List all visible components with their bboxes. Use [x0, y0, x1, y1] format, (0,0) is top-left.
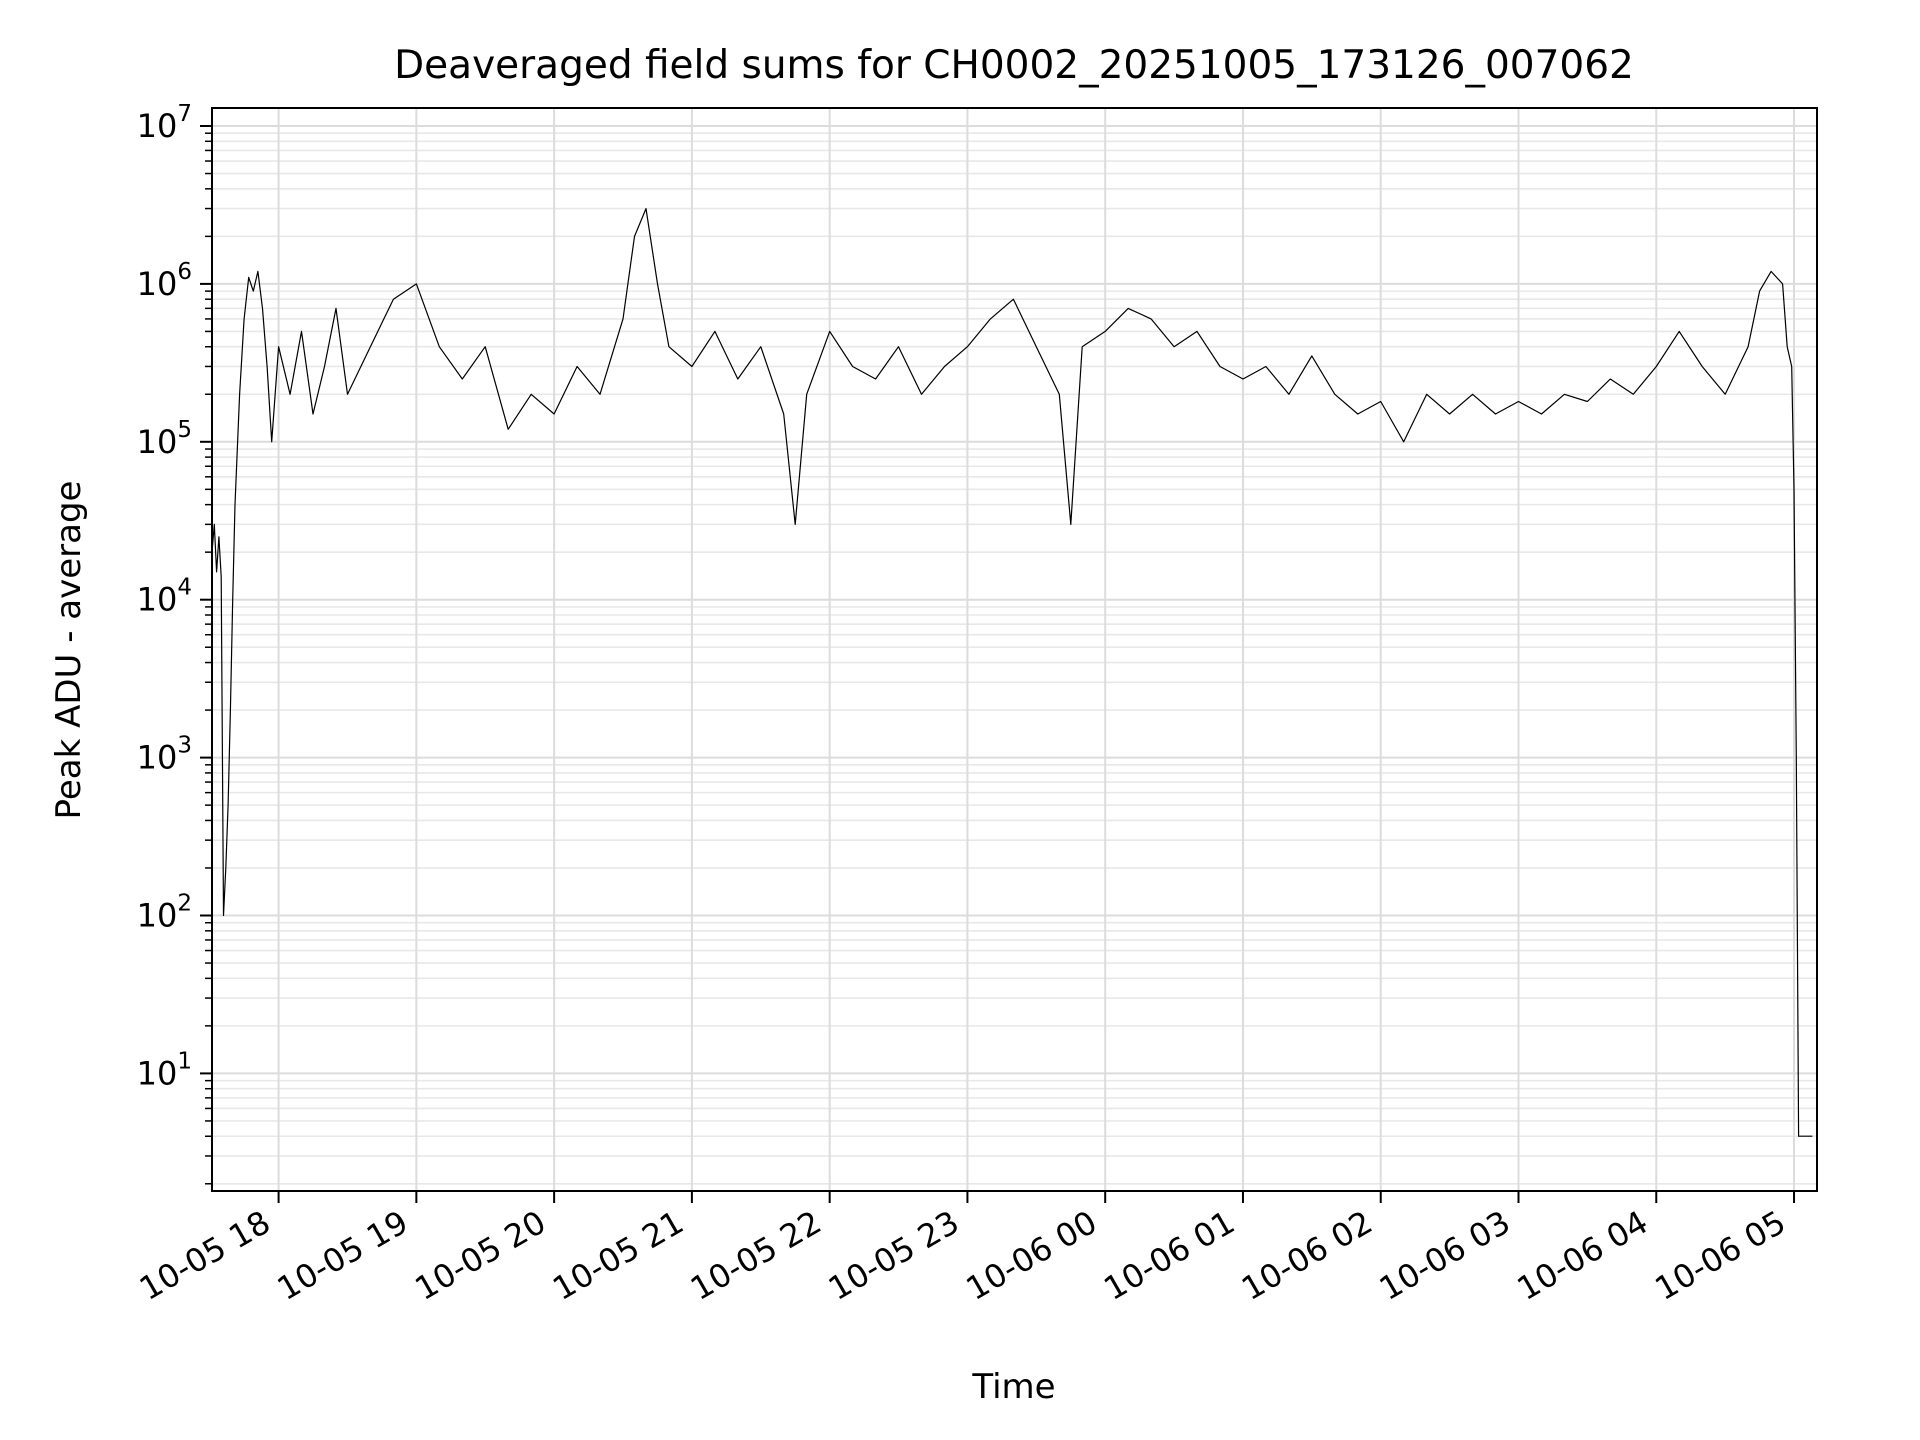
chart-title: Deaveraged field sums for CH0002_2025100…	[394, 43, 1634, 88]
x-tick-label: 10-06 01	[1097, 1203, 1241, 1308]
x-tick-label: 10-05 21	[546, 1203, 690, 1308]
y-axis: 101 102 103 104 105 106 107	[137, 101, 212, 1185]
y-tick-label: 107	[137, 101, 192, 145]
y-axis-label: Peak ADU - average	[49, 481, 89, 820]
x-tick-label: 10-06 05	[1648, 1203, 1792, 1308]
x-tick-label: 10-05 18	[133, 1203, 277, 1308]
y-tick-label: 104	[137, 575, 192, 619]
x-tick-label: 10-06 03	[1373, 1203, 1517, 1308]
x-tick-label: 10-05 22	[684, 1203, 828, 1308]
series-line	[211, 208, 1813, 1137]
x-tick-label: 10-06 04	[1511, 1203, 1655, 1308]
plot-frame	[211, 107, 1818, 1192]
y-tick-label: 105	[137, 417, 192, 461]
y-tick-label: 103	[137, 733, 192, 777]
x-tick-label: 10-06 02	[1235, 1203, 1379, 1308]
x-tick-label: 10-05 20	[409, 1203, 553, 1308]
y-tick-label: 101	[137, 1048, 192, 1092]
x-tick-label: 10-05 19	[271, 1203, 415, 1308]
y-tick-label: 106	[137, 259, 192, 303]
grid	[212, 108, 1817, 1191]
x-axis-label: Time	[971, 1367, 1055, 1407]
x-tick-label: 10-06 00	[960, 1203, 1104, 1308]
y-tick-label: 102	[137, 891, 192, 935]
x-tick-label: 10-05 23	[822, 1203, 966, 1308]
